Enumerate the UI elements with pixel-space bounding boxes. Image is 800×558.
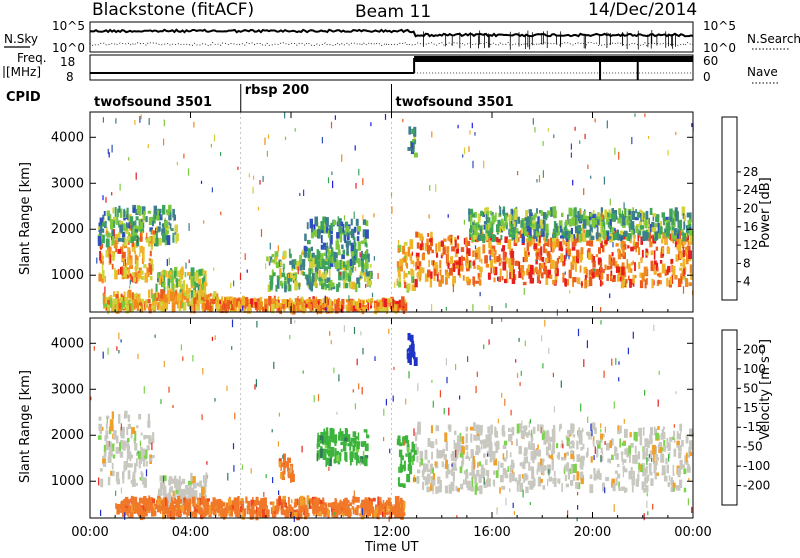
nsky-label: N.Sky <box>4 32 38 46</box>
y-tick-label: 1000 <box>51 474 84 489</box>
colorbar-tick-label: 100 <box>743 362 766 376</box>
nsearch-tick-bottom: 10^0 <box>703 41 736 55</box>
colorbar-tick-label: 24 <box>743 183 758 197</box>
x-axis-label: Time UT <box>364 540 418 554</box>
nsearch-label: N.Search <box>747 32 800 46</box>
x-tick-label: 12:00 <box>373 525 410 540</box>
colorbar-tick-label: 16 <box>743 220 758 234</box>
y-tick-label: 1000 <box>51 268 84 283</box>
power-ylabel: Slant Range [km] <box>18 162 33 275</box>
cpid-mode-label: twofsound 3501 <box>94 95 212 110</box>
velocity-colorbar-label: Velocity [m s⁻¹] <box>758 339 773 440</box>
x-tick-label: 04:00 <box>172 525 209 540</box>
x-axis: 00:00 04:00 08:00 12:00 16:00 20:00 00:00 <box>71 112 712 540</box>
freq-trace <box>90 56 693 80</box>
x-tick-label: 00:00 <box>674 525 711 540</box>
colorbar-tick-label: 28 <box>743 165 758 179</box>
colorbar-tick-label: -50 <box>743 440 763 454</box>
cpid-mode-label: twofsound 3501 <box>396 95 514 110</box>
colorbar-tick-label: -100 <box>743 459 770 473</box>
nsearch-tick-top: 10^5 <box>703 19 736 33</box>
velocity-ylabel: Slant Range [km] <box>18 370 33 483</box>
colorbar-tick-label: 8 <box>743 256 751 270</box>
y-tick-label: 4000 <box>51 130 84 145</box>
power-panel: 1000 2000 3000 4000 Slant Range [km] 4 8 12 16… <box>18 111 773 316</box>
nsky-tick-bottom: 10^0 <box>52 41 85 55</box>
nsky-panel: N.Sky 10^5 10^0 10^5 10^0 N.Search <box>4 19 800 55</box>
velocity-panel: 1000 2000 3000 4000 Slant Range [km] 200 100… <box>18 317 773 522</box>
colorbar-tick-label: 4 <box>743 275 751 289</box>
beam-label: Beam 11 <box>355 2 431 22</box>
colorbar-tick-label: 15 <box>743 401 758 415</box>
x-tick-label: 00:00 <box>71 525 108 540</box>
y-tick-label: 2000 <box>51 428 84 443</box>
date-label: 14/Dec/2014 <box>588 0 697 20</box>
colorbar-tick-label: 50 <box>743 381 758 395</box>
colorbar-tick-label: 20 <box>743 202 758 216</box>
freq-label: Freq. <box>17 51 47 65</box>
nsky-trace <box>89 28 694 50</box>
y-tick-label: 2000 <box>51 222 84 237</box>
nave-tick-top: 60 <box>703 54 718 68</box>
nave-label: Nave <box>747 65 778 79</box>
colorbar-tick-label: -200 <box>743 479 770 493</box>
cpid-label: CPID <box>6 90 41 105</box>
colorbar-tick-label: 200 <box>743 342 766 356</box>
freq-panel: Freq. [MHz] 18 8 60 0 Nave <box>3 51 780 84</box>
x-tick-label: 16:00 <box>473 525 510 540</box>
power-colorbar-label: Power [dB] <box>758 177 773 248</box>
x-tick-label: 08:00 <box>272 525 309 540</box>
x-tick-label: 20:00 <box>574 525 611 540</box>
y-tick-label: 3000 <box>51 176 84 191</box>
y-tick-label: 4000 <box>51 336 84 351</box>
plot-title: Blackstone (fitACF) <box>92 0 254 20</box>
nave-tick-bottom: 0 <box>703 70 711 84</box>
cpid-panel: CPID twofsound 3501 rbsp 200 twofsound 350… <box>6 83 514 518</box>
nsky-tick-top: 10^5 <box>52 19 85 33</box>
cpid-mode-label: rbsp 200 <box>245 83 309 98</box>
colorbar-tick-label: 12 <box>743 238 758 252</box>
freq-tick-top: 18 <box>60 55 75 69</box>
y-tick-label: 3000 <box>51 382 84 397</box>
freq-unit: [MHz] <box>6 65 41 79</box>
freq-tick-bottom: 8 <box>66 70 74 84</box>
colorbar-tick-label: -15 <box>743 420 763 434</box>
